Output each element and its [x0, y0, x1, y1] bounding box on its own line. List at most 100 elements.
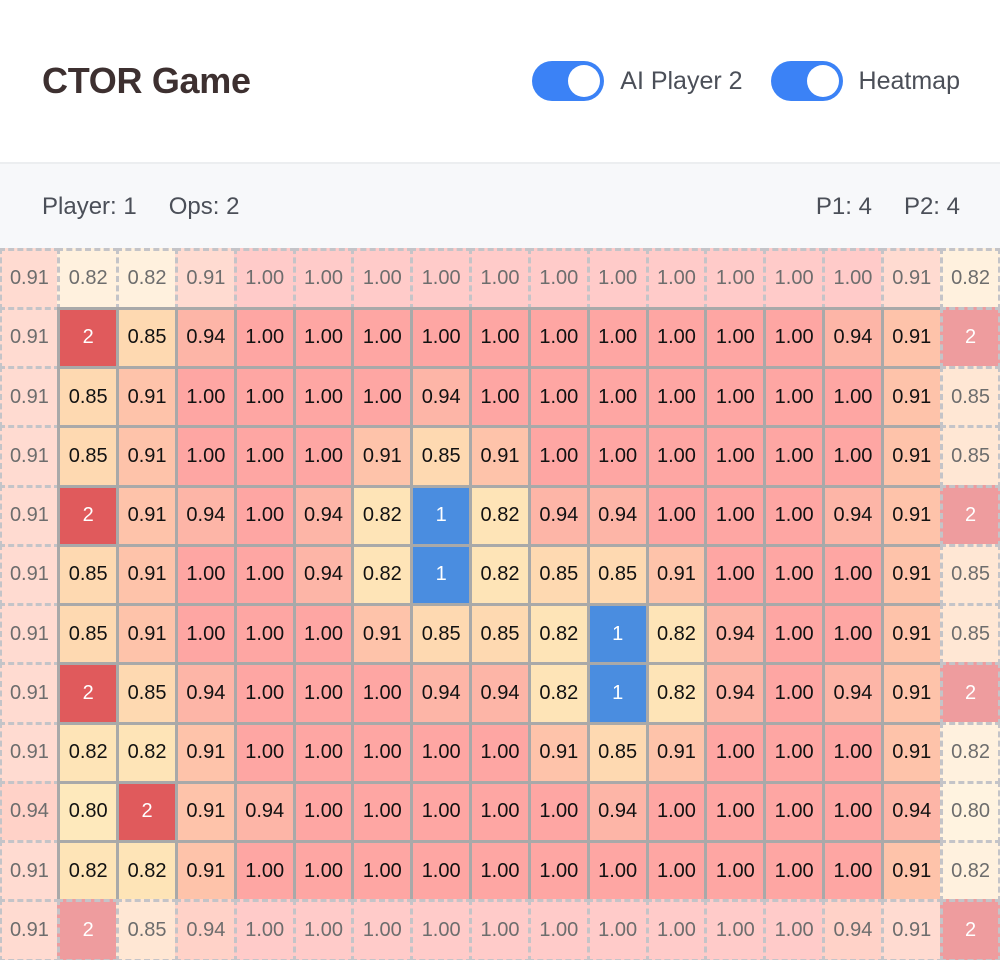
- board-cell[interactable]: 1.00: [763, 306, 826, 369]
- board-cell[interactable]: 1.00: [233, 543, 296, 606]
- board-cell[interactable]: 0.91: [0, 484, 61, 547]
- board-cell[interactable]: 1.00: [527, 247, 590, 310]
- board-cell[interactable]: 0.82: [116, 840, 178, 903]
- board-cell[interactable]: 0.85: [116, 899, 178, 960]
- board-cell[interactable]: 0.85: [410, 603, 473, 666]
- board-cell[interactable]: 1.00: [704, 543, 767, 606]
- board-cell[interactable]: 1.00: [704, 721, 767, 784]
- board-cell[interactable]: 0.91: [116, 366, 178, 429]
- board-cell[interactable]: 1.00: [645, 306, 708, 369]
- board-cell[interactable]: 1.00: [292, 780, 355, 843]
- board-cell[interactable]: 0.85: [57, 603, 120, 666]
- board-cell-player2[interactable]: 2: [939, 306, 1000, 369]
- board-cell[interactable]: 0.91: [0, 603, 61, 666]
- board-cell[interactable]: 1.00: [763, 780, 826, 843]
- board-cell[interactable]: 0.94: [469, 662, 531, 725]
- board-cell[interactable]: 0.82: [116, 721, 178, 784]
- board-cell[interactable]: 1.00: [292, 721, 355, 784]
- board-cell[interactable]: 1.00: [527, 366, 590, 429]
- board-cell[interactable]: 0.82: [351, 543, 414, 606]
- board-cell[interactable]: 0.91: [0, 425, 61, 488]
- board-cell[interactable]: 0.91: [880, 306, 943, 369]
- board-cell[interactable]: 1.00: [704, 840, 767, 903]
- board-cell[interactable]: 0.82: [116, 247, 178, 310]
- board-cell[interactable]: 1.00: [410, 899, 473, 960]
- board-cell[interactable]: 1.00: [763, 247, 826, 310]
- board-cell[interactable]: 1.00: [351, 721, 414, 784]
- board-cell[interactable]: 1.00: [351, 662, 414, 725]
- board-cell[interactable]: 0.91: [880, 484, 943, 547]
- board-cell[interactable]: 1.00: [174, 543, 237, 606]
- board-cell[interactable]: 1.00: [233, 603, 296, 666]
- board-cell[interactable]: 0.82: [527, 603, 590, 666]
- board-cell[interactable]: 0.94: [822, 484, 884, 547]
- board-cell[interactable]: 0.91: [174, 721, 237, 784]
- board-cell[interactable]: 0.85: [586, 543, 649, 606]
- board-cell[interactable]: 0.91: [880, 899, 943, 960]
- board-cell[interactable]: 1.00: [763, 366, 826, 429]
- board-cell[interactable]: 0.85: [410, 425, 473, 488]
- board-cell[interactable]: 1.00: [410, 780, 473, 843]
- ai-player-2-toggle-group[interactable]: AI Player 2: [532, 61, 743, 101]
- board-cell[interactable]: 0.94: [174, 662, 237, 725]
- board-cell[interactable]: 1.00: [469, 899, 531, 960]
- board-cell[interactable]: 0.91: [469, 425, 531, 488]
- board-cell[interactable]: 0.94: [174, 899, 237, 960]
- board-cell[interactable]: 1.00: [763, 603, 826, 666]
- board-cell[interactable]: 1.00: [586, 425, 649, 488]
- board-cell[interactable]: 1.00: [704, 780, 767, 843]
- board-cell[interactable]: 1.00: [292, 306, 355, 369]
- board-cell-player2[interactable]: 2: [116, 780, 178, 843]
- board-cell[interactable]: 0.91: [116, 603, 178, 666]
- board-cell[interactable]: 1.00: [763, 484, 826, 547]
- board-cell[interactable]: 0.85: [939, 543, 1000, 606]
- board-cell[interactable]: 1.00: [233, 484, 296, 547]
- board-cell[interactable]: 1.00: [822, 721, 884, 784]
- board-cell[interactable]: 1.00: [469, 780, 531, 843]
- board-cell[interactable]: 0.85: [116, 662, 178, 725]
- board-cell-player1[interactable]: 1: [586, 603, 649, 666]
- board-cell[interactable]: 1.00: [645, 899, 708, 960]
- board-cell[interactable]: 1.00: [704, 247, 767, 310]
- board-cell[interactable]: 1.00: [469, 721, 531, 784]
- board-cell[interactable]: 1.00: [469, 247, 531, 310]
- board-cell[interactable]: 1.00: [292, 247, 355, 310]
- board-cell[interactable]: 1.00: [233, 247, 296, 310]
- board-cell[interactable]: 0.91: [527, 721, 590, 784]
- board-cell[interactable]: 1.00: [763, 721, 826, 784]
- board-cell-player2[interactable]: 2: [57, 662, 120, 725]
- board-cell[interactable]: 0.82: [939, 840, 1000, 903]
- board-cell[interactable]: 1.00: [410, 247, 473, 310]
- board-cell[interactable]: 1.00: [645, 484, 708, 547]
- board-cell[interactable]: 1.00: [527, 840, 590, 903]
- board-cell[interactable]: 0.91: [645, 721, 708, 784]
- board-cell[interactable]: 1.00: [410, 840, 473, 903]
- board-cell[interactable]: 0.82: [469, 484, 531, 547]
- board-cell[interactable]: 0.85: [527, 543, 590, 606]
- board-cell[interactable]: 1.00: [233, 899, 296, 960]
- board-cell[interactable]: 1.00: [704, 366, 767, 429]
- board-cell[interactable]: 1.00: [351, 247, 414, 310]
- board-cell[interactable]: 1.00: [822, 603, 884, 666]
- board-cell[interactable]: 1.00: [410, 306, 473, 369]
- board-cell[interactable]: 0.82: [939, 721, 1000, 784]
- board-cell[interactable]: 1.00: [174, 425, 237, 488]
- board-cell[interactable]: 1.00: [586, 366, 649, 429]
- board-cell[interactable]: 0.91: [0, 543, 61, 606]
- board-cell[interactable]: 1.00: [645, 425, 708, 488]
- board-cell[interactable]: 0.80: [939, 780, 1000, 843]
- board-cell[interactable]: 1.00: [527, 899, 590, 960]
- board-cell[interactable]: 1.00: [233, 306, 296, 369]
- board-cell[interactable]: 0.91: [174, 840, 237, 903]
- board-cell[interactable]: 1.00: [586, 247, 649, 310]
- board-cell[interactable]: 0.82: [469, 543, 531, 606]
- board-cell[interactable]: 0.91: [880, 721, 943, 784]
- heatmap-toggle-group[interactable]: Heatmap: [770, 61, 960, 101]
- board-cell[interactable]: 1.00: [645, 780, 708, 843]
- board-cell[interactable]: 0.94: [174, 306, 237, 369]
- board-cell[interactable]: 0.94: [174, 484, 237, 547]
- board-cell-player2[interactable]: 2: [939, 662, 1000, 725]
- board-cell[interactable]: 1.00: [527, 306, 590, 369]
- board-cell[interactable]: 0.85: [116, 306, 178, 369]
- board-cell[interactable]: 0.94: [880, 780, 943, 843]
